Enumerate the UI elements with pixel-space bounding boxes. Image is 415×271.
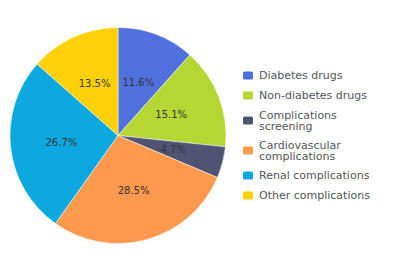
svg-text:26.7%: 26.7% <box>45 137 77 148</box>
svg-text:Diabetes drugs: Diabetes drugs <box>259 69 343 82</box>
svg-text:28.5%: 28.5% <box>118 185 150 196</box>
svg-text:13.5%: 13.5% <box>79 78 111 89</box>
svg-text:Renal complications: Renal complications <box>259 169 370 182</box>
svg-text:Other complications: Other complications <box>259 189 370 202</box>
svg-text:11.6%: 11.6% <box>122 77 154 88</box>
svg-text:Cardiovascular: Cardiovascular <box>259 138 341 152</box>
svg-text:4.7%: 4.7% <box>160 144 185 155</box>
svg-text:Complications: Complications <box>259 108 337 122</box>
svg-text:complications: complications <box>259 150 335 163</box>
svg-text:Non-diabetes drugs: Non-diabetes drugs <box>259 89 367 102</box>
svg-text:15.1%: 15.1% <box>155 109 187 120</box>
svg-text:screening: screening <box>259 120 313 133</box>
